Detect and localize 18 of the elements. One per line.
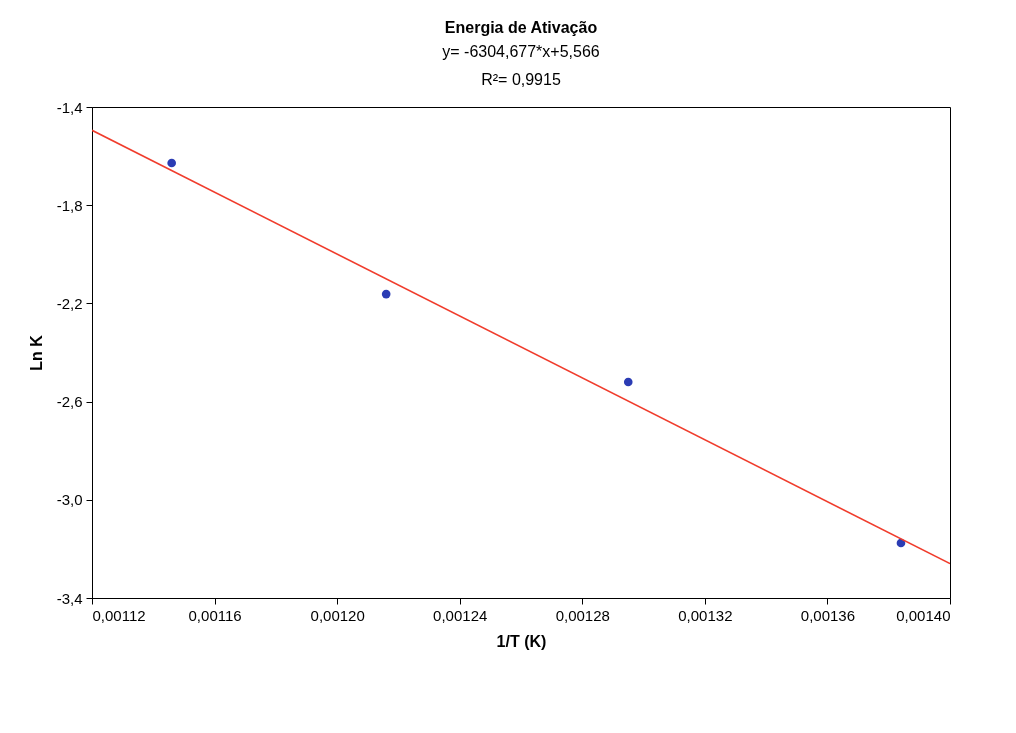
x-tick-label: 0,00124 bbox=[433, 606, 488, 624]
x-tick-label: 0,00116 bbox=[188, 606, 242, 624]
x-axis-title: 1/T (K) bbox=[496, 632, 547, 650]
y-tick-label: -3,0 bbox=[56, 491, 83, 509]
x-tick-label: 0,00128 bbox=[555, 606, 610, 624]
y-tick-label: -3,4 bbox=[56, 589, 83, 607]
x-tick-label: 0,00120 bbox=[310, 606, 365, 624]
chart-title: Energia de Ativação bbox=[444, 19, 598, 36]
chart-subtitle: y= -6304,677*x+5,566 R²= 0,9915 bbox=[442, 43, 600, 88]
y-tick-label: -2,2 bbox=[56, 294, 83, 312]
y-tick-label: -1,8 bbox=[56, 196, 83, 214]
x-tick-label: 0,00132 bbox=[678, 606, 733, 624]
x-tick-label: 0,00140 bbox=[896, 606, 951, 624]
y-tick-label: -2,6 bbox=[56, 393, 83, 411]
x-tick-label: 0,00136 bbox=[800, 606, 856, 624]
y-axis-title: Ln K bbox=[27, 334, 45, 371]
y-tick-label: -1,4 bbox=[56, 98, 83, 116]
x-tick-label: 0,00112 bbox=[92, 606, 146, 624]
